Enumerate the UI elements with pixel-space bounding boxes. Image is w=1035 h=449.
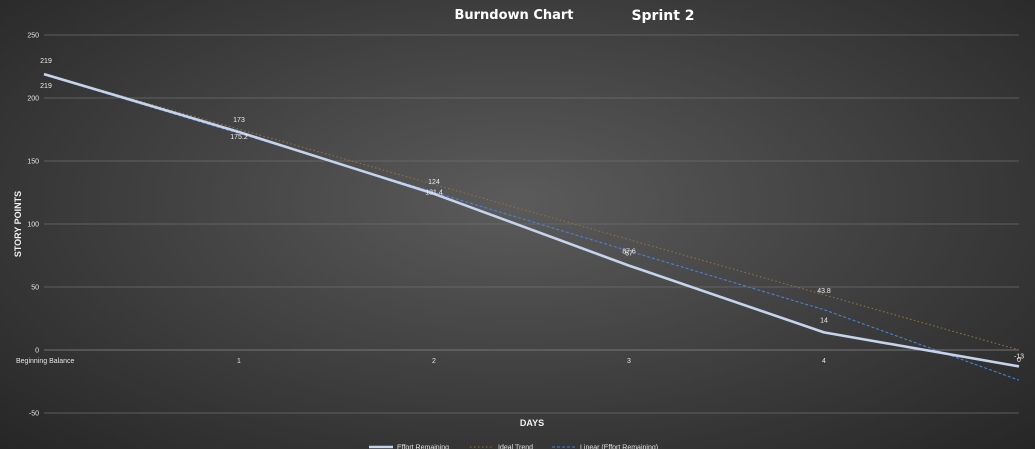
legend-label: Ideal Trend	[498, 445, 533, 449]
effort-data-label: 173	[233, 117, 245, 124]
legend-label: Linear (Effort Remaining)	[580, 445, 658, 449]
legend-label: Effort Remaining	[397, 445, 449, 449]
ideal-data-label: 175.2	[230, 134, 248, 141]
chart-title: Burndown Chart	[454, 8, 573, 23]
y-tick-label: 50	[31, 285, 39, 292]
y-tick-label: 150	[27, 159, 39, 166]
series-line-ideal-trend	[43, 73, 1020, 351]
series-line-effort-remaining	[43, 72, 1020, 368]
x-axis-ticks: Beginning Balance 1 2 3 4	[16, 358, 826, 365]
y-axis-ticks: 250 200 150 100 50 0 -50	[27, 33, 39, 418]
y-axis-title: STORY POINTS	[13, 191, 23, 257]
series-line-linear-effort-remaining-	[43, 74, 1020, 381]
x-tick-label: 4	[822, 358, 826, 365]
ideal-data-label: 219	[40, 83, 52, 90]
ideal-data-label: 0	[1017, 357, 1021, 364]
effort-data-label: 14	[820, 317, 828, 324]
x-tick-label: 2	[432, 358, 436, 365]
y-tick-label: 200	[27, 96, 39, 103]
y-tick-label: 0	[35, 348, 39, 355]
x-tick-label: 3	[627, 358, 631, 365]
x-tick-label: 1	[237, 358, 241, 365]
ideal-data-label: 43.8	[817, 288, 831, 295]
effort-data-label: 219	[40, 58, 52, 65]
x-tick-label: Beginning Balance	[16, 358, 74, 365]
effort-data-label: 124	[428, 179, 440, 186]
y-tick-label: -50	[29, 411, 39, 418]
ideal-data-label: 131.4	[425, 189, 443, 196]
y-tick-label: 250	[27, 33, 39, 40]
effort-data-label: 67	[625, 251, 633, 258]
gridlines	[44, 34, 1019, 414]
legend: Effort Remaining Ideal Trend Linear (Effor…	[369, 445, 658, 449]
x-axis-title: DAYS	[520, 418, 544, 428]
ideal-data-label: 87.6	[622, 249, 636, 256]
y-tick-label: 100	[27, 222, 39, 229]
chart-subtitle: Sprint 2	[631, 8, 694, 24]
series-layer	[43, 72, 1020, 381]
effort-data-label: -13	[1014, 353, 1024, 360]
